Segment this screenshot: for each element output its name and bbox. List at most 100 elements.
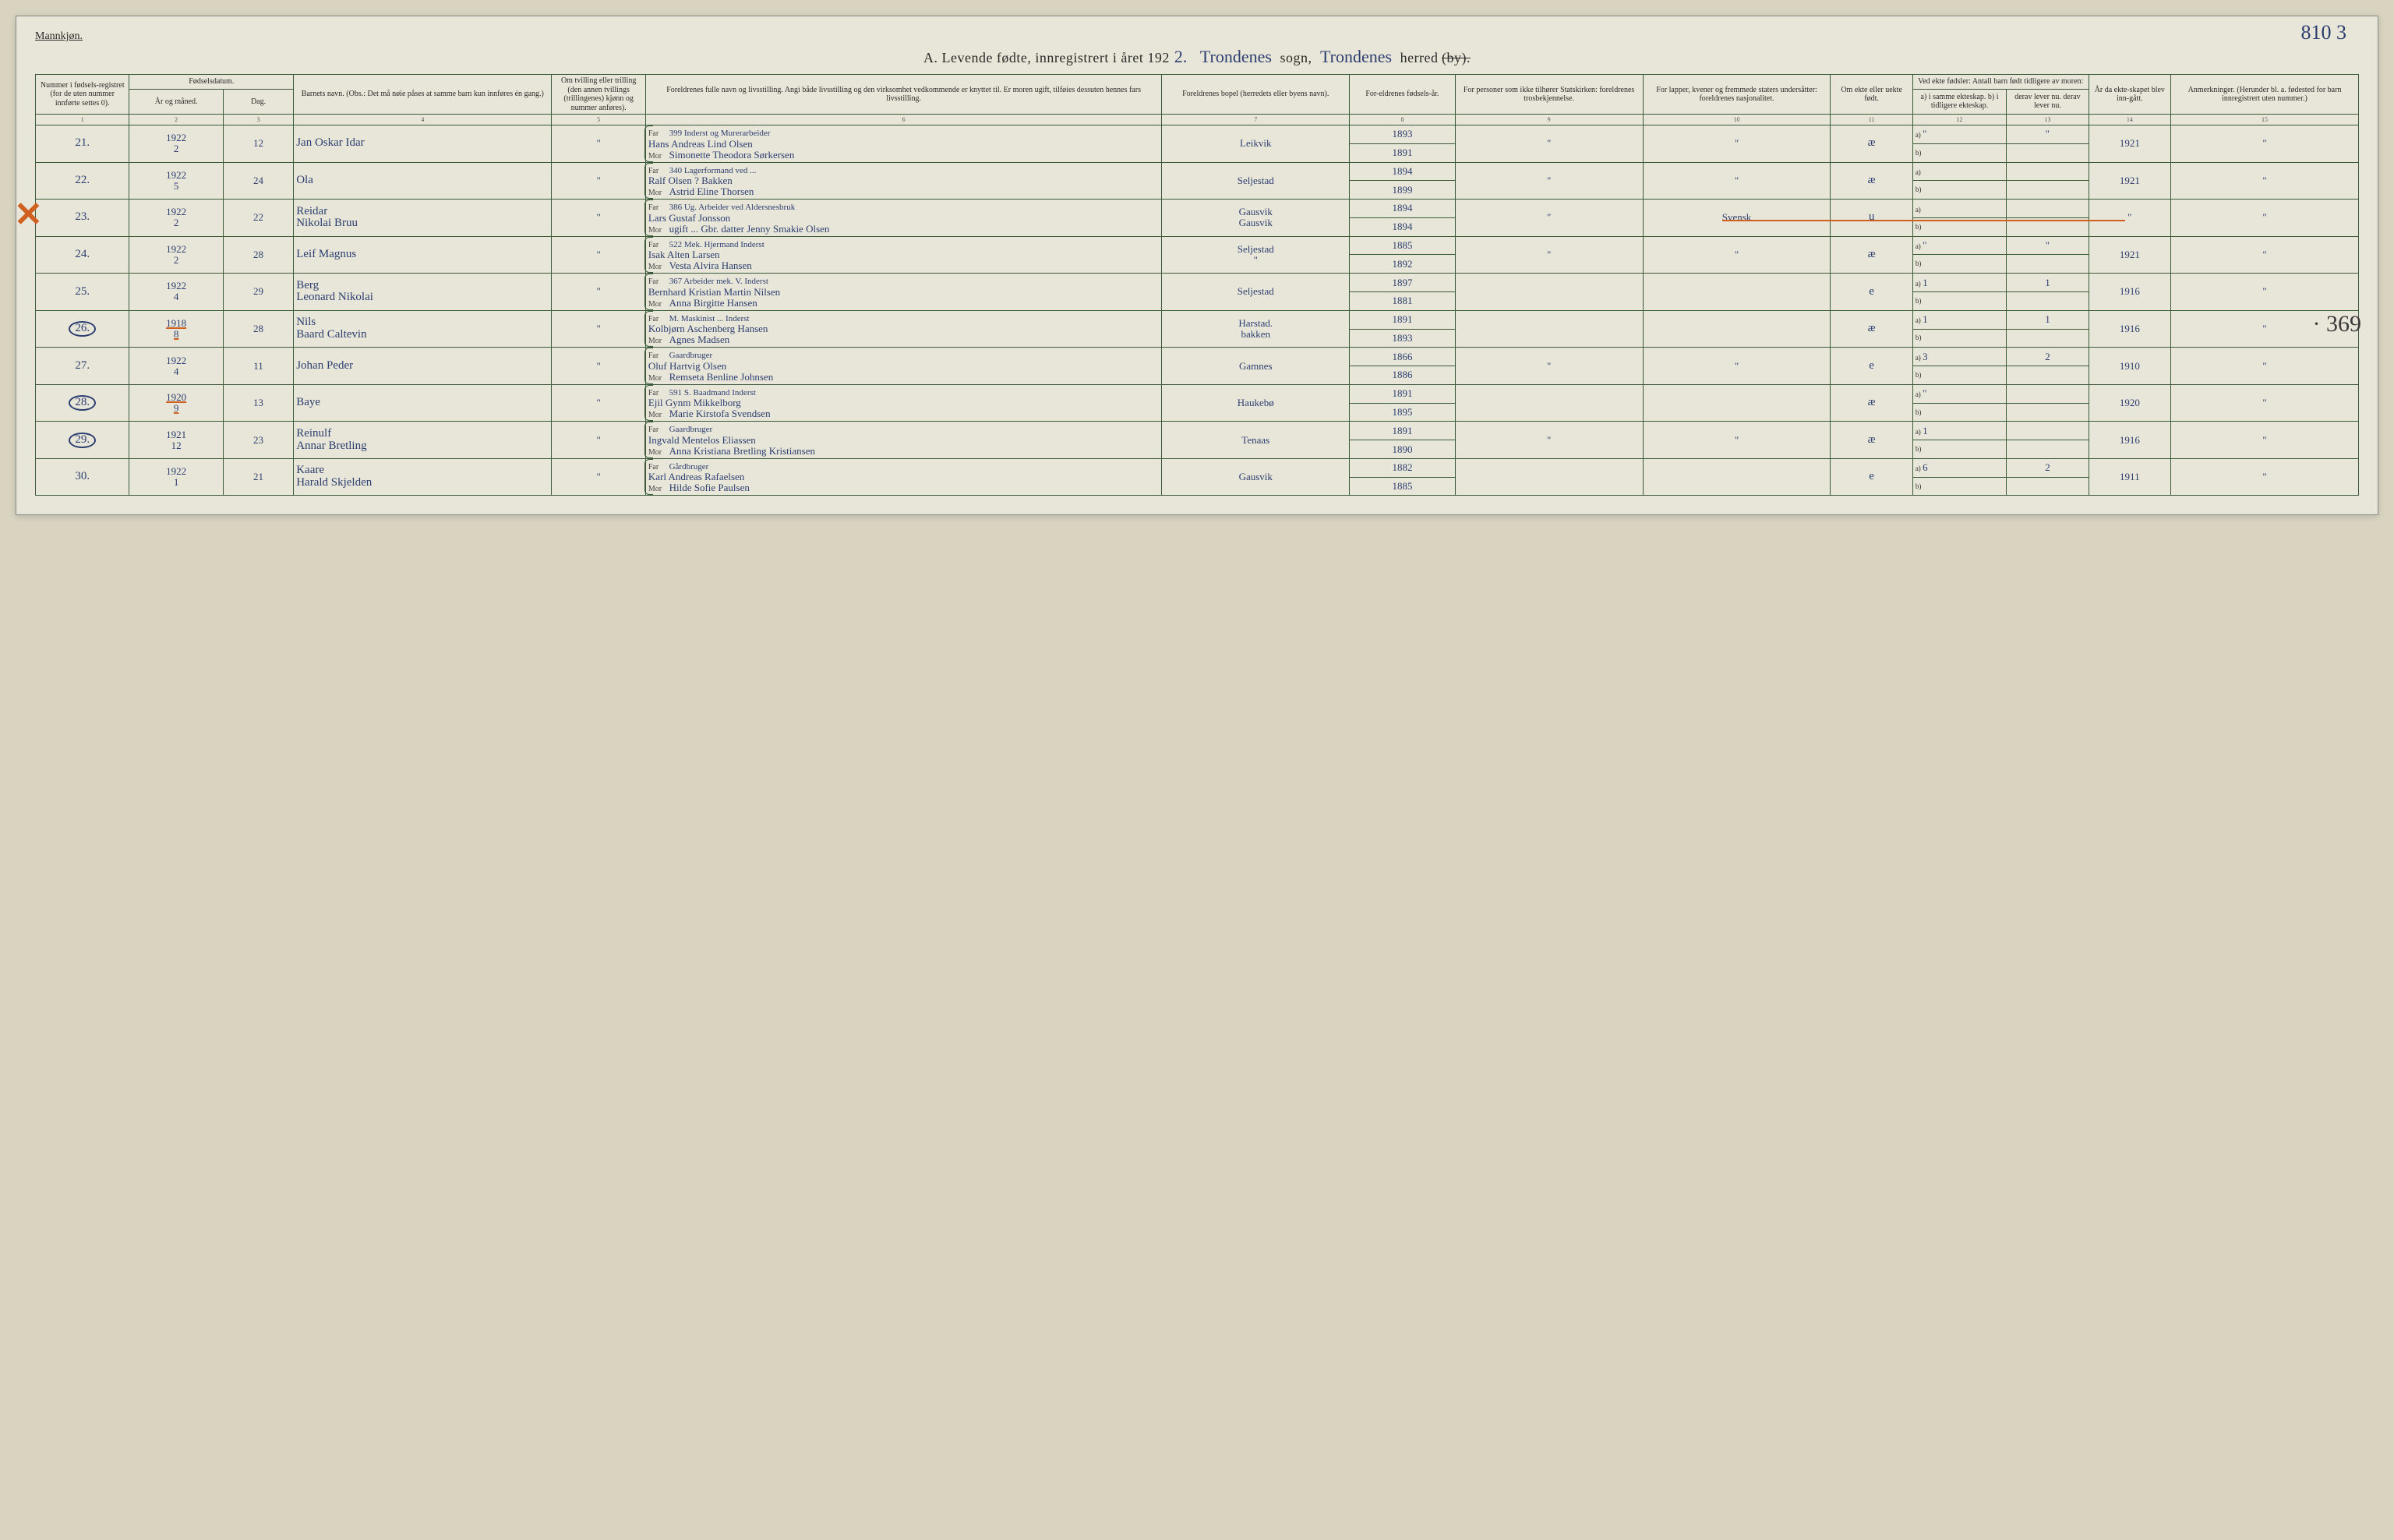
tros: [1455, 274, 1643, 311]
ekte: æ: [1831, 125, 1912, 163]
nationality: ": [1643, 236, 1831, 274]
twin-col: ": [552, 422, 645, 459]
h-c12: a) i samme ekteskap. b) i tidligere ekte…: [1912, 89, 2006, 114]
birth-day: 28: [223, 236, 293, 274]
column-number-row: 1 2 3 4 5 6 7 8 9 10 11 12 13 14 15: [36, 115, 2359, 125]
prev-children-a: a): [1912, 162, 2006, 181]
birth-day: 23: [223, 422, 293, 459]
child-name: Leif Magnus: [294, 236, 552, 274]
title-herred-label: herred: [1400, 50, 1439, 65]
h-nat: For lapper, kvener og fremmede staters u…: [1643, 75, 1831, 115]
mother-birth-year: 1885: [1350, 477, 1456, 496]
table-row: 22.1922524Ola"Far 340 Lagerformand ved .…: [36, 162, 2359, 181]
marriage-year: 1916: [2089, 274, 2170, 311]
marriage-year: 1920: [2089, 384, 2170, 422]
nationality: ": [1643, 422, 1831, 459]
ledger-table: Nummer i fødsels-registret (for de uten …: [35, 74, 2359, 496]
h-parents: Foreldrenes fulle navn og livsstilling. …: [645, 75, 1161, 115]
father-birth-year: 1891: [1350, 422, 1456, 440]
h-ym: År og måned.: [129, 89, 223, 114]
marriage-year: 1916: [2089, 422, 2170, 459]
h-ekte: Om ekte eller uekte født.: [1831, 75, 1912, 115]
bopel: Harstad.bakken: [1162, 310, 1350, 348]
ekte: e: [1831, 274, 1912, 311]
child-name: NilsBaard Caltevin: [294, 310, 552, 348]
remarks: ": [2171, 274, 2359, 311]
ekte: æ: [1831, 422, 1912, 459]
remarks: ": [2171, 200, 2359, 237]
nationality: [1643, 310, 1831, 348]
birth-year-month: 19222: [129, 125, 223, 163]
ekte: e: [1831, 348, 1912, 385]
row-number: 24.: [36, 236, 129, 274]
table-header: Nummer i fødsels-registret (for de uten …: [36, 75, 2359, 125]
prev-children-b: b): [1912, 143, 2006, 162]
remarks: ": [2171, 348, 2359, 385]
tros: ": [1455, 348, 1643, 385]
remarks: ": [2171, 422, 2359, 459]
prev-children-b: b): [1912, 255, 2006, 274]
title-year-suffix: 2.: [1170, 47, 1192, 66]
tros: [1455, 310, 1643, 348]
marriage-year: ": [2089, 200, 2170, 237]
child-name: Baye: [294, 384, 552, 422]
marriage-year: 1921: [2089, 236, 2170, 274]
mother-birth-year: 1891: [1350, 143, 1456, 162]
tros: [1455, 384, 1643, 422]
row-number: 29.: [36, 422, 129, 459]
twin-col: ": [552, 162, 645, 200]
father-birth-year: 1866: [1350, 348, 1456, 366]
parents-names: Far 591 S. Baadmand InderstEjil Gynm Mik…: [645, 384, 1161, 422]
colnum: 14: [2089, 115, 2170, 125]
father-birth-year: 1891: [1350, 310, 1456, 329]
tros: ": [1455, 422, 1643, 459]
prev-children-alive: [2007, 200, 2089, 218]
row-number: 28.: [36, 384, 129, 422]
birth-day: 29: [223, 274, 293, 311]
prev-children-b: b): [1912, 291, 2006, 310]
title-sogn-label: sogn,: [1280, 50, 1312, 65]
prev-children-a: a) 1: [1912, 310, 2006, 329]
prev-children-a: a) ": [1912, 125, 2006, 144]
remarks: "· 369: [2171, 310, 2359, 348]
top-right-annotation: 810 3: [2301, 21, 2347, 44]
twin-col: ": [552, 125, 645, 163]
table-row: 24.1922228Leif Magnus"Far 522 Mek. Hjerm…: [36, 236, 2359, 255]
colnum: 7: [1162, 115, 1350, 125]
prev-children-alive: 1: [2007, 310, 2089, 329]
marriage-year: 1921: [2089, 125, 2170, 163]
prev-children-a: a) 1: [1912, 422, 2006, 440]
colnum: 5: [552, 115, 645, 125]
remarks: ": [2171, 125, 2359, 163]
child-name: BergLeonard Nikolai: [294, 274, 552, 311]
child-name: Ola: [294, 162, 552, 200]
mother-birth-year: 1899: [1350, 181, 1456, 200]
h-child: Barnets navn. (Obs.: Det må nøie påses a…: [294, 75, 552, 115]
title-prefix: A. Levende fødte, innregistrert i året 1…: [923, 50, 1170, 65]
bopel: Seljestad: [1162, 274, 1350, 311]
birth-year-month: 19224: [129, 348, 223, 385]
parents-names: Far 386 Ug. Arbeider ved AldersnesbrukLa…: [645, 200, 1161, 237]
prev-children-b: b): [1912, 440, 2006, 459]
bopel: Gausvik: [1162, 458, 1350, 496]
bopel: Seljestad: [1162, 162, 1350, 200]
h-c13: derav lever nu. derav lever nu.: [2007, 89, 2089, 114]
parents-names: Far GaardbrugerOluf Hartvig OlsenMor Rem…: [645, 348, 1161, 385]
father-birth-year: 1891: [1350, 384, 1456, 403]
parents-names: Far 367 Arbeider mek. V. InderstBernhard…: [645, 274, 1161, 311]
row-number: 25.: [36, 274, 129, 311]
colnum: 4: [294, 115, 552, 125]
colnum: 2: [129, 115, 223, 125]
nationality: [1643, 274, 1831, 311]
row-number: 23.✕: [36, 200, 129, 237]
birth-day: 28: [223, 310, 293, 348]
remarks: ": [2171, 236, 2359, 274]
twin-col: ": [552, 310, 645, 348]
mother-birth-year: 1893: [1350, 329, 1456, 348]
prev-b-alive: [2007, 477, 2089, 496]
prev-b-alive: [2007, 366, 2089, 385]
twin-col: ": [552, 348, 645, 385]
prev-b-alive: [2007, 440, 2089, 459]
prev-children-a: a) 6: [1912, 458, 2006, 477]
colnum: 13: [2007, 115, 2089, 125]
